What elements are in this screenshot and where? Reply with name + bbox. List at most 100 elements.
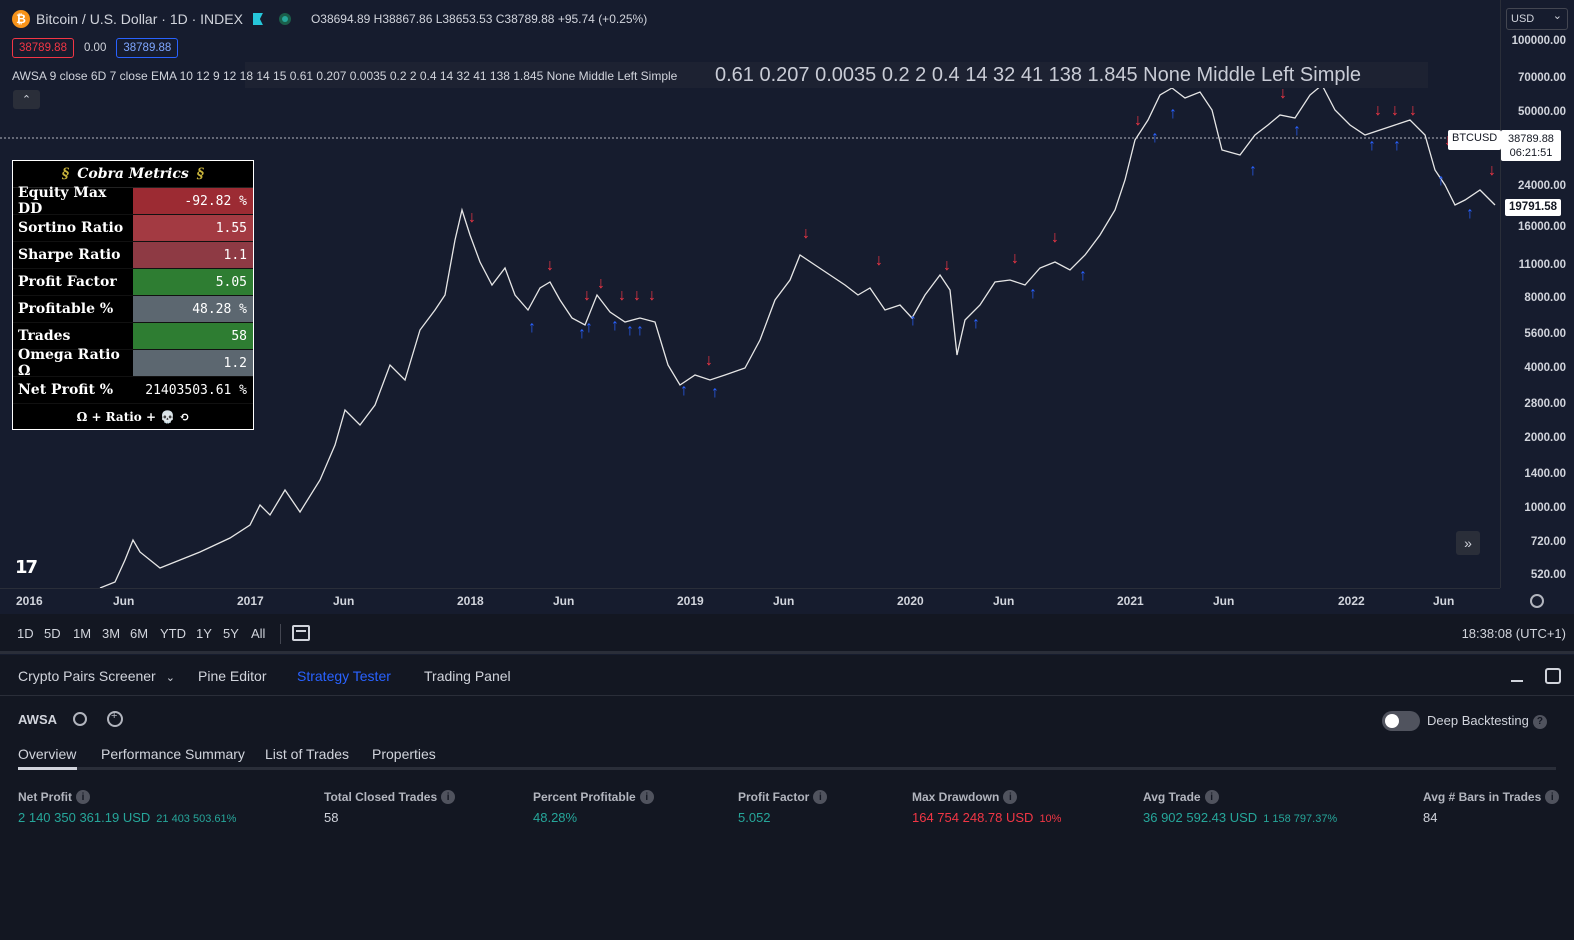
- cobra-row-value: 1.1: [133, 242, 253, 268]
- trade-price-boxes: 38789.88 0.00 38789.88: [12, 38, 179, 58]
- range-button-ytd[interactable]: YTD: [160, 626, 186, 641]
- cobra-row: Sortino Ratio 1.55: [13, 215, 253, 242]
- price-axis[interactable]: USD 100000.00 70000.00 50000.00 24000.00 160…: [1500, 0, 1574, 588]
- subtab-properties[interactable]: Properties: [372, 746, 436, 762]
- deep-backtesting-toggle[interactable]: [1382, 711, 1420, 731]
- sell-signal-arrow: ↓: [875, 252, 883, 269]
- range-button-1m[interactable]: 1M: [73, 626, 92, 641]
- subtab-list-of-trades[interactable]: List of Trades: [265, 746, 350, 762]
- flag-icon[interactable]: [252, 13, 263, 25]
- sell-signal-arrow: ↓: [1391, 102, 1399, 119]
- metric-label: Max Drawdown: [912, 790, 1000, 804]
- time-axis[interactable]: 2016 Jun 2017 Jun 2018 Jun 2019 Jun 2020 Jun 2021 J…: [0, 588, 1500, 614]
- range-button-5y[interactable]: 5Y: [223, 626, 239, 641]
- cobra-row: Profitable % 48.28 %: [13, 296, 253, 323]
- price-axis-label: 520.00: [1530, 569, 1566, 581]
- spread-value: 0.00: [83, 42, 107, 54]
- buy-signal-arrow: ↑: [909, 312, 917, 329]
- sell-signal-arrow: ↓: [633, 287, 641, 304]
- range-bar: 1D 5D 1M 3M 6M YTD 1Y 5Y All 18:38:08 (UTC+1): [0, 614, 1574, 654]
- double-chevron-right-icon: »: [1464, 535, 1472, 551]
- signal-arrows: ↓↓↓↓↓↓↓↓↓↓↓↓↓↓↓↓↓↓↓↓↓↓↑↑↑↑↑↑↑↑↑↑↑↑↑↑↑↑↑↑…: [468, 65, 1496, 401]
- info-icon[interactable]: i: [639, 790, 654, 804]
- info-icon[interactable]: i: [441, 790, 456, 804]
- metric-value: 2 140 350 361.19 USD: [18, 810, 151, 825]
- cobra-row-value: 58: [133, 323, 253, 349]
- time-axis-label: 2022: [1338, 594, 1365, 608]
- range-button-all[interactable]: All: [251, 626, 266, 641]
- scroll-to-realtime-button[interactable]: »: [1456, 531, 1480, 555]
- tab-crypto-pairs-screener[interactable]: Crypto Pairs Screener ⌄: [18, 668, 175, 684]
- cobra-row-value: 21403503.61 %: [133, 377, 253, 403]
- calendar-icon[interactable]: [292, 625, 310, 641]
- sell-signal-arrow: ↓: [943, 257, 951, 274]
- time-axis-label: Jun: [553, 594, 575, 608]
- sell-signal-arrow: ↓: [618, 287, 626, 304]
- info-icon[interactable]: i: [1204, 790, 1219, 804]
- cobra-title: Cobra Metrics: [77, 166, 189, 182]
- buy-signal-arrow: ↑: [972, 315, 980, 332]
- cobra-row-value: -92.82 %: [133, 188, 253, 214]
- info-icon[interactable]: i: [1545, 790, 1560, 804]
- cobra-row-value: 5.05: [133, 269, 253, 295]
- cobra-row: Trades 58: [13, 323, 253, 350]
- cobra-row-label: Sharpe Ratio: [13, 242, 133, 268]
- subtab-performance-summary[interactable]: Performance Summary: [101, 746, 245, 762]
- chart-settings-icon[interactable]: [1530, 594, 1544, 608]
- price-axis-label: 70000.00: [1518, 72, 1566, 84]
- minimize-icon[interactable]: [1511, 680, 1523, 682]
- price-axis-label: 2000.00: [1524, 432, 1566, 444]
- gear-icon[interactable]: [73, 712, 87, 726]
- subtab-overview[interactable]: Overview: [18, 746, 77, 762]
- range-button-1y[interactable]: 1Y: [196, 626, 212, 641]
- buy-signal-arrow: ↑: [1151, 129, 1159, 146]
- bottom-panel: Crypto Pairs Screener ⌄ Pine Editor Strat…: [0, 657, 1574, 940]
- metric-sub-value: 10%: [1039, 813, 1062, 825]
- collapse-legend-button[interactable]: ⌃: [13, 90, 40, 109]
- sell-signal-arrow: ↓: [1134, 112, 1142, 129]
- metric-avg-bars-in-trades: Avg # Bars in Trades i 84: [1423, 790, 1560, 825]
- buy-signal-arrow: ↑: [626, 322, 634, 339]
- tab-pine-editor[interactable]: Pine Editor: [198, 668, 267, 684]
- range-button-3m[interactable]: 3M: [102, 626, 121, 641]
- price-axis-label: 4000.00: [1524, 362, 1566, 374]
- sell-price-button[interactable]: 38789.88: [12, 38, 74, 58]
- buy-signal-arrow: ↑: [1466, 205, 1474, 222]
- indicator-legend[interactable]: AWSA 9 close 6D 7 close EMA 10 12 9 12 1…: [12, 69, 678, 83]
- sell-signal-arrow: ↓: [583, 287, 591, 304]
- range-button-5d[interactable]: 5D: [44, 626, 61, 641]
- currency-select[interactable]: USD: [1506, 8, 1568, 30]
- chart-pane[interactable]: ↓↓↓↓↓↓↓↓↓↓↓↓↓↓↓↓↓↓↓↓↓↓↑↑↑↑↑↑↑↑↑↑↑↑↑↑↑↑↑↑…: [0, 0, 1574, 655]
- time-axis-label: 2019: [677, 594, 704, 608]
- buy-signal-arrow: ↑: [1293, 122, 1301, 139]
- price-axis-label: 2800.00: [1524, 398, 1566, 410]
- symbol-title[interactable]: Bitcoin / U.S. Dollar · 1D · INDEX: [36, 11, 243, 27]
- price-axis-label: 720.00: [1530, 536, 1566, 548]
- sell-signal-arrow: ↓: [1488, 162, 1496, 179]
- alarm-add-icon[interactable]: [107, 710, 123, 727]
- last-price-value: 38789.88: [1508, 133, 1554, 145]
- metric-value: 48.28%: [533, 810, 578, 825]
- range-button-6m[interactable]: 6M: [130, 626, 149, 641]
- ticker-tag: BTCUSD: [1448, 130, 1502, 150]
- chevron-up-icon: ⌃: [21, 94, 32, 106]
- tab-strategy-tester[interactable]: Strategy Tester: [297, 668, 391, 684]
- metric-percent-profitable: Percent Profitable i 48.28%: [533, 790, 654, 825]
- price-plot[interactable]: ↓↓↓↓↓↓↓↓↓↓↓↓↓↓↓↓↓↓↓↓↓↓↑↑↑↑↑↑↑↑↑↑↑↑↑↑↑↑↑↑…: [0, 0, 1500, 588]
- time-axis-label: Jun: [993, 594, 1015, 608]
- help-icon[interactable]: ?: [1532, 714, 1547, 729]
- info-icon[interactable]: i: [813, 790, 828, 804]
- buy-price-button[interactable]: 38789.88: [116, 38, 179, 58]
- info-icon[interactable]: i: [76, 790, 90, 804]
- tab-trading-panel[interactable]: Trading Panel: [424, 668, 511, 684]
- info-icon[interactable]: i: [1003, 790, 1018, 804]
- metric-avg-trade: Avg Trade i 36 902 592.43 USD 1 158 797.37%: [1143, 790, 1337, 825]
- maximize-icon[interactable]: [1545, 668, 1561, 684]
- symbol-legend[interactable]: ₿ Bitcoin / U.S. Dollar · 1D · INDEX O38…: [12, 10, 647, 28]
- range-button-1d[interactable]: 1D: [17, 626, 34, 641]
- cobra-header: § Cobra Metrics §: [13, 161, 253, 188]
- clock[interactable]: 18:38:08 (UTC+1): [1461, 626, 1566, 641]
- sell-signal-arrow: ↓: [1051, 229, 1059, 246]
- tradingview-logo-icon[interactable]: 17: [15, 557, 38, 578]
- metric-sub-value: 1 158 797.37%: [1263, 813, 1338, 825]
